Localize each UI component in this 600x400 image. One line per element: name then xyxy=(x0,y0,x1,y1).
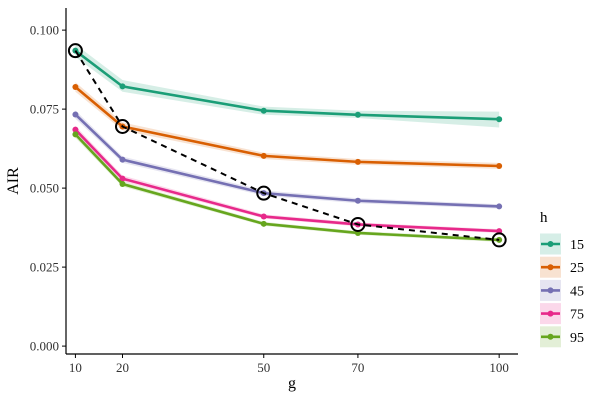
band-h15 xyxy=(75,44,500,128)
point-h75-g20 xyxy=(119,175,126,182)
y-tick-label: 0.025 xyxy=(30,260,59,275)
frontier-marker-g100 xyxy=(491,232,507,248)
y-tick-label: 0.000 xyxy=(30,339,59,354)
x-tick-labels: 10 20 50 70 100 xyxy=(69,354,509,375)
y-tick-label: 0.100 xyxy=(30,23,59,38)
legend-label-h15: 15 xyxy=(570,238,584,253)
legend-label-h45: 45 xyxy=(570,284,584,299)
legend-title: h xyxy=(540,210,548,226)
band-h25 xyxy=(75,82,500,169)
axes xyxy=(65,8,518,355)
legend-key-dot-h25 xyxy=(547,264,554,271)
legend-label-h95: 95 xyxy=(570,331,584,346)
legend-key-dot-h45 xyxy=(547,287,554,294)
point-h15-g50 xyxy=(260,107,267,114)
point-h15-g100 xyxy=(496,116,503,123)
point-h25-g50 xyxy=(260,152,267,159)
point-h45-g10 xyxy=(72,111,79,118)
frontier-marker-g10 xyxy=(67,43,83,59)
point-h95-g20 xyxy=(119,181,126,188)
legend: h 15 25 45 75 95 xyxy=(540,210,584,348)
x-axis-title: g xyxy=(288,375,296,392)
y-tick-label: 0.050 xyxy=(30,181,59,196)
point-h25-g70 xyxy=(354,158,361,165)
point-h95-g50 xyxy=(260,220,267,227)
frontier-line xyxy=(74,50,500,241)
legend-label-h25: 25 xyxy=(570,261,584,276)
frontier-marker-g70 xyxy=(350,216,366,232)
y-tick-labels: 0.000 0.025 0.050 0.075 0.100 xyxy=(30,23,66,354)
frontier-marker-g50 xyxy=(256,185,272,201)
legend-label-h75: 75 xyxy=(570,308,584,323)
series-lines xyxy=(72,47,503,243)
confidence-bands xyxy=(75,44,500,242)
x-tick-label: 20 xyxy=(116,360,129,375)
y-axis-title: AIR xyxy=(5,167,22,195)
point-h95-g10 xyxy=(72,131,79,138)
frontier-marker-g20 xyxy=(115,118,130,134)
point-h45-g70 xyxy=(354,197,361,204)
point-h75-g10 xyxy=(72,126,79,133)
x-tick-label: 50 xyxy=(257,360,270,375)
band-h75 xyxy=(75,125,500,233)
frontier-dashed-line xyxy=(67,43,507,248)
x-tick-label: 70 xyxy=(351,360,364,375)
point-h45-g20 xyxy=(119,156,126,163)
point-h45-g100 xyxy=(496,203,503,210)
point-h15-g70 xyxy=(354,111,361,118)
legend-key-dot-h75 xyxy=(547,310,554,317)
x-tick-label: 10 xyxy=(69,360,82,375)
point-h15-g20 xyxy=(119,83,126,90)
y-tick-label: 0.075 xyxy=(30,102,59,117)
legend-key-dot-h95 xyxy=(547,333,554,340)
point-h25-g10 xyxy=(72,83,79,90)
legend-key-dot-h15 xyxy=(547,241,554,247)
point-h25-g100 xyxy=(496,162,503,169)
x-tick-label: 100 xyxy=(489,360,509,375)
point-h75-g50 xyxy=(260,213,267,220)
